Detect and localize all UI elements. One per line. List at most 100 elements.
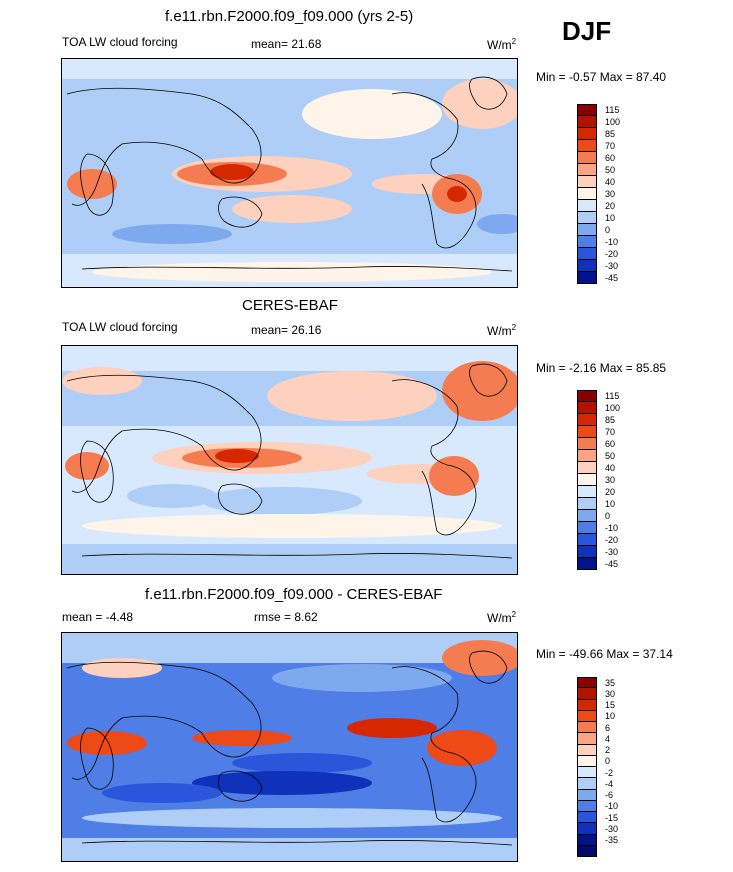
colorbar-tick-label: -10	[605, 801, 619, 812]
colorbar-swatch	[577, 402, 597, 414]
colorbar-swatch	[577, 450, 597, 462]
coastline	[391, 666, 477, 823]
panel2-map	[61, 345, 518, 575]
colorbar-swatch	[577, 510, 597, 522]
panel1-left-label: TOA LW cloud forcing	[62, 35, 178, 49]
coastline	[391, 379, 477, 536]
colorbar-tick-label: 2	[605, 745, 611, 756]
colorbar-tick-label: -2	[605, 767, 614, 778]
coastline	[469, 650, 508, 684]
panel3-units: W/m2	[487, 610, 516, 625]
colorbar-tick-label: 10	[605, 711, 616, 722]
colorbar-swatch	[577, 414, 597, 426]
coastline	[81, 266, 513, 272]
colorbar-tick-label: 6	[605, 722, 611, 733]
coastline	[66, 661, 262, 780]
coastline	[80, 153, 114, 216]
colorbar-swatch	[577, 116, 597, 128]
colorbar-swatch	[577, 188, 597, 200]
colorbar-tick-label: 115	[605, 391, 620, 401]
colorbar-swatch	[577, 390, 597, 402]
coastline	[80, 727, 114, 790]
panel3-stat-label: rmse = 8.62	[254, 610, 318, 624]
colorbar-swatch	[577, 558, 597, 570]
colorbar-swatch	[577, 845, 597, 857]
panel2-units: W/m2	[487, 323, 516, 338]
panel3-units-exp: 2	[511, 610, 517, 619]
colorbar-swatch	[577, 722, 597, 734]
colorbar-swatch	[577, 789, 597, 801]
colorbar-tick-label: 35	[605, 677, 616, 688]
colorbar-tick-label: 70	[605, 427, 616, 437]
colorbar-swatch	[577, 152, 597, 164]
colorbar-tick-label: 20	[605, 487, 616, 497]
colorbar-tick-label: 30	[605, 189, 616, 199]
colorbar-tick-label: 15	[605, 700, 616, 711]
colorbar-swatch	[577, 462, 597, 474]
season-label: DJF	[562, 16, 612, 46]
colorbar-swatch	[577, 744, 597, 756]
colorbar-swatch	[577, 164, 597, 176]
colorbar-tick-label: 30	[605, 688, 616, 699]
colorbar-tick-label: 100	[605, 403, 621, 413]
panel2-minmax: Min = -2.16 Max = 85.85	[536, 361, 667, 375]
colorbar-swatch	[577, 522, 597, 534]
colorbar-tick-label: -10	[605, 237, 619, 247]
colorbar-swatch	[577, 699, 597, 711]
panel1-units: W/m2	[487, 37, 516, 52]
coastline	[391, 92, 477, 249]
colorbar-tick-label: 50	[605, 451, 616, 461]
panel2-title: CERES-EBAF	[242, 297, 338, 314]
colorbar-swatch	[577, 800, 597, 812]
coastline	[81, 840, 513, 846]
colorbar-swatch	[577, 834, 597, 846]
colorbar-swatch	[577, 224, 597, 236]
colorbar-tick-label: -6	[605, 790, 614, 801]
colorbar-tick-label: -30	[605, 547, 619, 557]
colorbar-tick-label: 0	[605, 511, 611, 521]
colorbar-tick-label: 20	[605, 201, 616, 211]
coastline	[218, 483, 263, 515]
coastline	[218, 196, 263, 228]
colorbar-tick-label: -30	[605, 261, 619, 271]
colorbar-tick-label: -10	[605, 523, 619, 533]
panel1-minmax: Min = -0.57 Max = 87.40	[536, 70, 667, 84]
colorbar-swatch	[577, 812, 597, 824]
panel2-units-text: W/m	[487, 324, 512, 338]
colorbar-swatch	[577, 176, 597, 188]
colorbar-swatch	[577, 486, 597, 498]
colorbar-swatch	[577, 688, 597, 700]
colorbar-swatch	[577, 438, 597, 450]
panel3-map	[61, 632, 518, 862]
panel3-left-label: mean = -4.48	[62, 610, 134, 624]
colorbar-swatch	[577, 128, 597, 140]
colorbar-swatch	[577, 546, 597, 558]
colorbar-tick-label: 115	[605, 105, 620, 115]
colorbar-swatch	[577, 200, 597, 212]
colorbar-tick-label: 4	[605, 733, 611, 744]
coastline	[469, 363, 508, 397]
coastline	[469, 76, 508, 110]
colorbar-swatch	[577, 677, 597, 689]
colorbar-tick-label: 100	[605, 117, 621, 127]
colorbar-swatch	[577, 534, 597, 546]
colorbar-tick-label: 40	[605, 463, 616, 473]
panel1-map-field	[62, 59, 517, 287]
panel3-map-field	[62, 633, 517, 861]
colorbar-swatch	[577, 248, 597, 260]
coastline	[81, 553, 513, 559]
coastline	[218, 770, 263, 802]
colorbar-tick-label: 10	[605, 499, 616, 509]
panel1-units-text: W/m	[487, 38, 512, 52]
colorbar-swatch	[577, 272, 597, 284]
panel2-map-field	[62, 346, 517, 574]
colorbar-tick-label: -20	[605, 249, 619, 259]
colorbar-tick-label: 10	[605, 213, 616, 223]
colorbar-tick-label: 60	[605, 153, 616, 163]
coastline	[66, 374, 262, 493]
colorbar-swatch	[577, 755, 597, 767]
panel3-colorbar	[577, 677, 597, 857]
colorbar-tick-label: -20	[605, 535, 619, 545]
colorbar-tick-label: 70	[605, 141, 616, 151]
panel1-map	[61, 58, 518, 288]
